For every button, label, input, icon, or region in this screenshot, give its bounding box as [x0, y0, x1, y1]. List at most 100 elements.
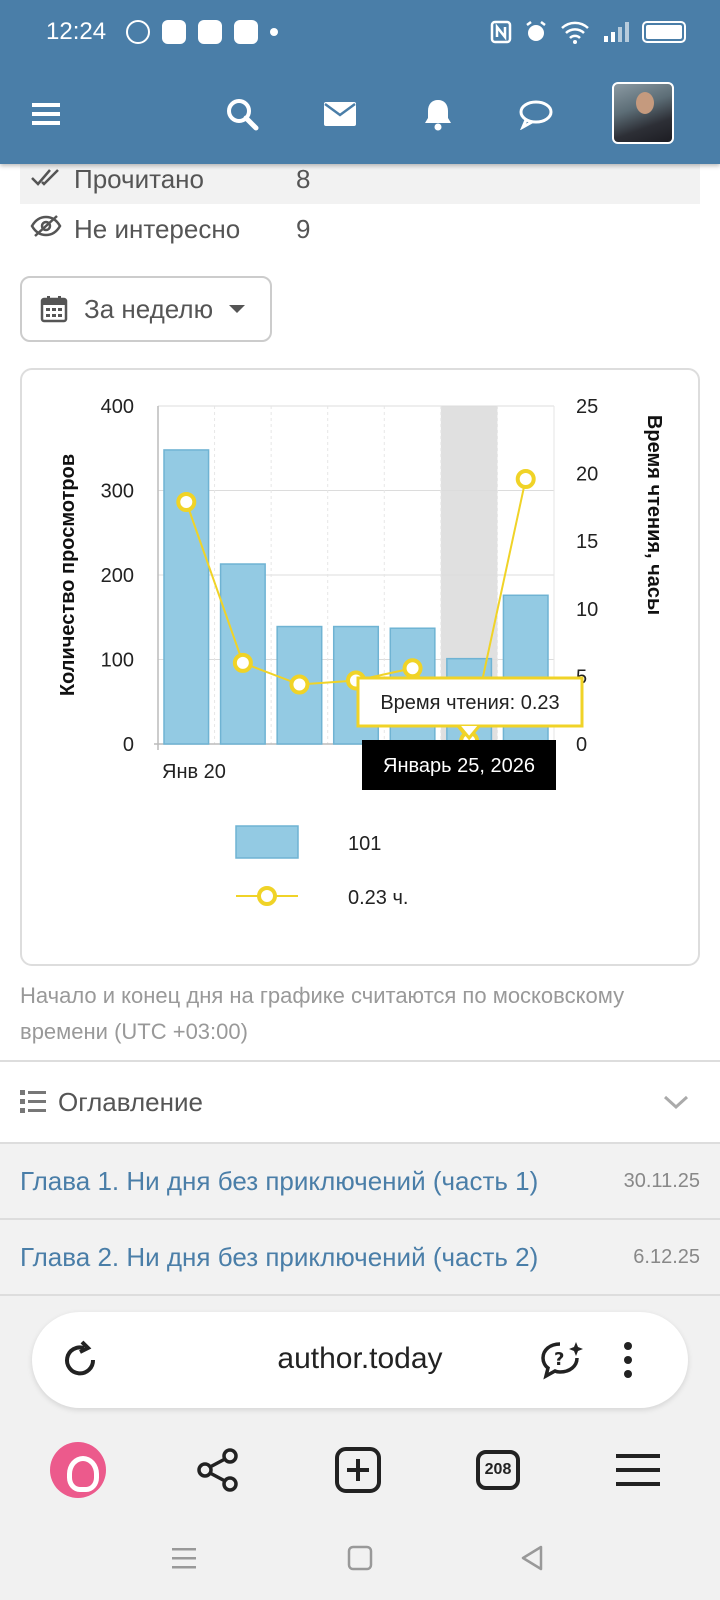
- series-point: [232, 652, 253, 673]
- recents-icon: [172, 1548, 196, 1569]
- series-point: [515, 469, 536, 490]
- period-label: За неделю: [84, 293, 214, 324]
- app-header: 12:24: [0, 0, 720, 164]
- crosshair-label: Январь 25, 2026: [383, 755, 535, 777]
- more-vertical-icon[interactable]: [622, 1340, 634, 1380]
- y-tick-label: 400: [101, 396, 134, 418]
- y2-tick-label: 10: [576, 599, 598, 621]
- mail-icon: [324, 102, 356, 126]
- chapter-title[interactable]: Глава 1. Ни дня без приключений (часть 1…: [20, 1165, 539, 1196]
- calendar-icon: [40, 296, 68, 323]
- chapter-item[interactable]: Глава 2. Ни дня без приключений (часть 2…: [0, 1220, 720, 1296]
- stat-row-not-interested: Не интересно 9: [20, 204, 700, 254]
- timezone-note: Начало и конец дня на графике считаются …: [20, 983, 625, 1044]
- app-notification-icon: [198, 20, 222, 44]
- notifications-button[interactable]: [416, 92, 460, 136]
- browser-toolbar: 208: [0, 1430, 720, 1510]
- legend-label: 0.23 ч.: [348, 887, 408, 909]
- status-time: 12:24: [46, 18, 107, 45]
- list-icon: [20, 1090, 46, 1113]
- y2-tick-label: 15: [576, 531, 598, 553]
- chat-button[interactable]: [514, 92, 558, 136]
- more-notifications-icon: [270, 28, 278, 36]
- plus-square-icon: [335, 1447, 381, 1493]
- chevron-down-icon: [663, 1095, 689, 1110]
- new-tab-button[interactable]: [318, 1430, 398, 1510]
- app-notification-icon: [162, 20, 186, 44]
- wifi-icon: [561, 21, 589, 44]
- hamburger-icon: [32, 103, 60, 125]
- hamburger-icon: [616, 1454, 660, 1486]
- toc-toggle[interactable]: Оглавление: [0, 1060, 720, 1144]
- signal-icon: [604, 22, 629, 42]
- chevron-down-icon: [229, 305, 246, 313]
- y-tick-label: 0: [123, 734, 134, 756]
- stat-value: 9: [296, 213, 311, 244]
- tooltip-text: Время чтения: 0.23: [380, 692, 559, 714]
- ai-assistant-icon[interactable]: ?: [540, 1340, 584, 1380]
- recents-button[interactable]: [164, 1538, 204, 1578]
- toc-label: Оглавление: [58, 1086, 203, 1117]
- system-icons: [490, 20, 686, 44]
- avatar[interactable]: [612, 82, 674, 144]
- stat-label: Не интересно: [74, 213, 241, 244]
- url-text[interactable]: author.today: [277, 1342, 443, 1375]
- svg-text:?: ?: [554, 1349, 564, 1370]
- share-icon: [197, 1448, 238, 1492]
- menu-button[interactable]: [24, 92, 68, 136]
- stats-chart: 01002003004000510152025Количество просмо…: [20, 368, 700, 966]
- legend-bar-swatch: [235, 825, 299, 859]
- home-square-icon: [347, 1545, 373, 1571]
- series-point: [176, 491, 197, 512]
- battery-icon: [642, 21, 686, 43]
- browser-menu-button[interactable]: [598, 1430, 678, 1510]
- series-point: [289, 674, 310, 695]
- tabs-button[interactable]: 208: [458, 1430, 538, 1510]
- period-dropdown[interactable]: За неделю: [20, 276, 272, 342]
- search-button[interactable]: [220, 92, 264, 136]
- alice-icon: [50, 1442, 106, 1498]
- app-notification-icon: [234, 20, 258, 44]
- share-button[interactable]: [178, 1430, 258, 1510]
- chapter-date: 6.12.25: [633, 1245, 700, 1268]
- reload-icon[interactable]: [60, 1340, 100, 1380]
- bell-icon: [425, 100, 451, 131]
- status-bar: 12:24: [0, 0, 720, 66]
- y2-tick-label: 25: [576, 396, 598, 418]
- chapter-item[interactable]: Глава 1. Ни дня без приключений (часть 1…: [0, 1144, 720, 1220]
- chart-bar: [163, 449, 210, 745]
- chart-svg: 01002003004000510152025Количество просмо…: [57, 396, 665, 909]
- y-tick-label: 100: [101, 650, 134, 672]
- search-icon: [227, 99, 259, 131]
- y2-tick-label: 20: [576, 464, 598, 486]
- system-nav-bar: [0, 1520, 720, 1592]
- legend-label: 101: [348, 833, 381, 855]
- y-tick-label: 200: [101, 565, 134, 587]
- messages-button[interactable]: [318, 92, 362, 136]
- chapter-title[interactable]: Глава 2. Ни дня без приключений (часть 2…: [20, 1241, 539, 1272]
- y2-tick-label: 0: [576, 734, 587, 756]
- top-nav: [0, 80, 720, 150]
- alice-button[interactable]: [38, 1430, 118, 1510]
- crosshair-label-box: [362, 740, 556, 790]
- y-tick-label: 300: [101, 481, 134, 503]
- x-tick-label: Янв 20: [162, 761, 226, 783]
- notification-icons: [126, 20, 278, 44]
- nfc-icon: [490, 20, 512, 44]
- tab-count: 208: [476, 1450, 520, 1490]
- y2-axis-title: Время чтения, часы: [643, 415, 665, 615]
- double-check-icon: [20, 164, 74, 195]
- y-axis-title: Количество просмотров: [57, 454, 79, 696]
- chat-bubble-icon: [519, 100, 553, 130]
- eye-slash-icon: [20, 214, 74, 245]
- address-bar[interactable]: author.today ?: [32, 1312, 688, 1408]
- legend-point-swatch: [257, 886, 277, 906]
- app-notification-icon: [126, 20, 150, 44]
- back-button[interactable]: [512, 1538, 552, 1578]
- series-point: [402, 658, 423, 679]
- alarm-icon: [526, 21, 546, 41]
- stat-label: Прочитано: [74, 163, 204, 194]
- back-triangle-icon: [521, 1545, 543, 1571]
- tooltip-pointer: [457, 725, 481, 741]
- home-button[interactable]: [340, 1538, 380, 1578]
